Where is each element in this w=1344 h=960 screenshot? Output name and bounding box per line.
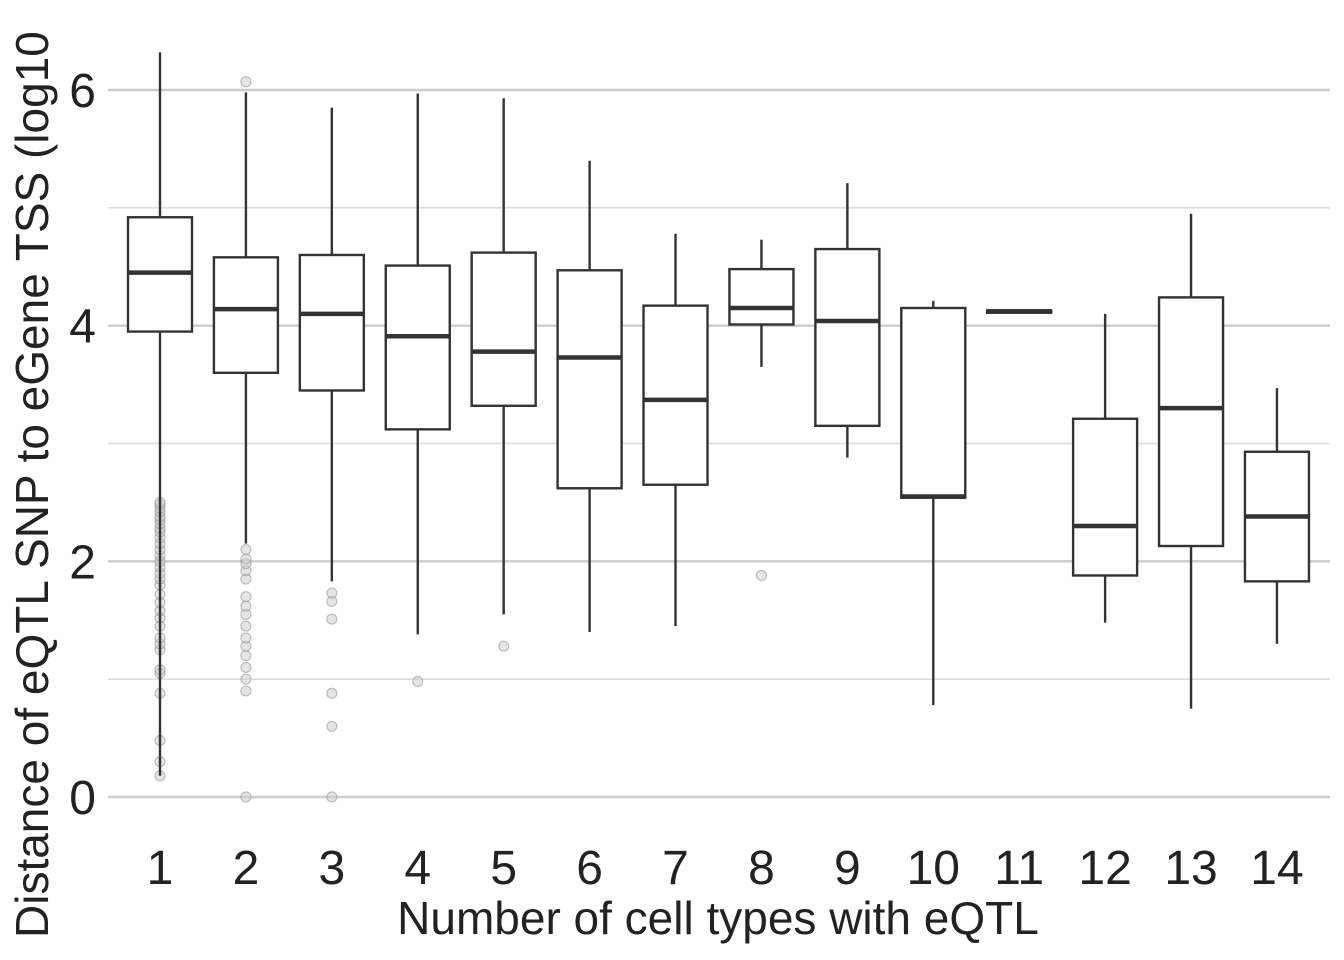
y-axis-title: Distance of eQTL SNP to eGene TSS (log10 [6, 31, 58, 938]
x-tick-label: 14 [1250, 842, 1303, 895]
iqr-box [470, 251, 537, 407]
x-tick-label: 13 [1164, 842, 1217, 895]
outlier-point [412, 675, 424, 688]
box-group [470, 98, 537, 652]
outlier-point [240, 76, 252, 88]
box-group [1243, 388, 1311, 644]
iqr-box [298, 253, 366, 392]
box-group [1071, 313, 1139, 623]
iqr-box [212, 256, 280, 375]
box-group [212, 76, 280, 803]
outlier-point [326, 720, 338, 732]
outlier-point [240, 791, 252, 803]
box-layer [126, 52, 1311, 803]
x-tick-label: 2 [233, 842, 260, 895]
y-tick-labels: 0 2 4 6 [69, 65, 96, 825]
outlier-point [326, 687, 338, 699]
y-tick-label: 6 [69, 65, 96, 118]
y-tick-label: 4 [69, 301, 96, 354]
x-axis-title: Number of cell types with eQTL [397, 892, 1039, 944]
y-tick-label: 0 [69, 772, 96, 825]
outlier-point [240, 649, 252, 662]
x-tick-label: 7 [662, 842, 689, 895]
outlier-point [755, 569, 768, 582]
outlier-point [498, 640, 510, 652]
outlier-point [240, 673, 252, 685]
x-tick-labels: 1 2 3 4 5 6 7 8 9 10 11 12 13 14 [147, 842, 1304, 895]
outlier-point [326, 791, 338, 803]
iqr-box [900, 306, 967, 499]
box-group [556, 160, 623, 633]
iqr-box [384, 264, 451, 431]
outlier-point [326, 613, 338, 625]
x-tick-label: 10 [907, 842, 960, 895]
x-tick-label: 6 [576, 842, 603, 895]
iqr-box [728, 267, 795, 326]
box-group [642, 233, 709, 627]
iqr-box [556, 269, 623, 490]
outlier-point [240, 543, 252, 556]
outlier-point [240, 661, 252, 673]
outlier-point [240, 600, 252, 612]
y-tick-label: 2 [69, 536, 96, 589]
box-group [1157, 213, 1225, 709]
box-group [298, 107, 366, 803]
iqr-box [1157, 296, 1225, 548]
outlier-point [240, 553, 252, 565]
x-tick-label: 3 [318, 842, 345, 895]
x-tick-label: 8 [748, 842, 775, 895]
outlier-point [240, 685, 252, 697]
x-tick-label: 11 [994, 842, 1044, 895]
box-group [814, 183, 881, 458]
box-group [900, 300, 967, 706]
box-group [728, 239, 795, 582]
iqr-box [814, 247, 881, 428]
box-group [384, 93, 451, 688]
x-tick-label: 1 [147, 842, 174, 895]
x-tick-label: 4 [404, 842, 431, 895]
box-group [986, 309, 1053, 314]
outlier-point [240, 591, 252, 603]
outlier-point [240, 620, 252, 632]
x-tick-label: 9 [834, 842, 861, 895]
x-tick-label: 5 [490, 842, 517, 895]
box-group [126, 52, 194, 782]
iqr-box [642, 304, 709, 486]
x-tick-label: 12 [1078, 842, 1131, 895]
outlier-point [240, 632, 252, 644]
grid-layer [108, 88, 1330, 799]
outlier-point [326, 587, 338, 599]
iqr-box [1071, 417, 1139, 577]
